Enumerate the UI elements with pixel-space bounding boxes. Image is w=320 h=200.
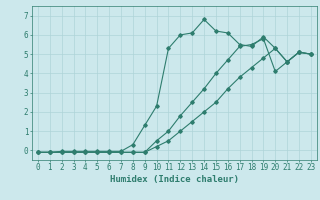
X-axis label: Humidex (Indice chaleur): Humidex (Indice chaleur) xyxy=(110,175,239,184)
